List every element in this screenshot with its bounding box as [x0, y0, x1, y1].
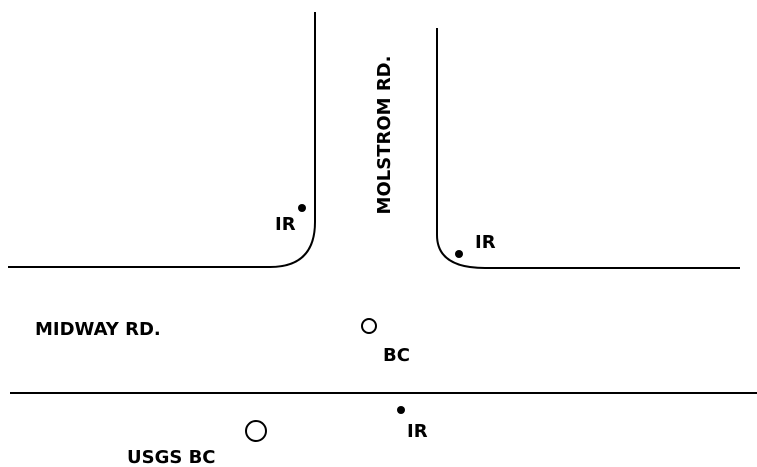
marker-label: IR — [275, 214, 296, 235]
road-edge — [8, 12, 316, 268]
marker-label: IR — [407, 421, 428, 442]
marker-label: IR — [475, 232, 496, 253]
road-label: MOLSTROM RD. — [374, 56, 395, 215]
brass-cap — [361, 318, 377, 334]
iron-rod — [397, 406, 405, 414]
brass-cap — [245, 420, 267, 442]
iron-rod — [298, 204, 306, 212]
road-label: MIDWAY RD. — [35, 319, 161, 340]
marker-label: BC — [383, 345, 410, 366]
iron-rod — [455, 250, 463, 258]
marker-label: USGS BC — [127, 447, 216, 467]
road-edge — [436, 28, 740, 269]
